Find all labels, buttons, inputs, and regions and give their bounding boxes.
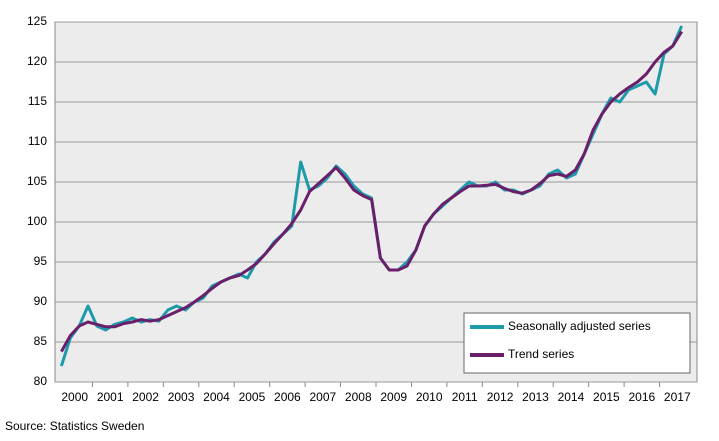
x-tick-label: 2002 bbox=[132, 390, 159, 404]
y-tick-label: 95 bbox=[34, 254, 48, 268]
y-tick-label: 80 bbox=[34, 374, 48, 388]
y-tick-label: 105 bbox=[27, 174, 47, 188]
x-tick-label: 2010 bbox=[416, 390, 443, 404]
x-tick-label: 2014 bbox=[558, 390, 585, 404]
x-tick-label: 2008 bbox=[345, 390, 372, 404]
x-tick-label: 2003 bbox=[168, 390, 195, 404]
x-tick-label: 2012 bbox=[487, 390, 514, 404]
y-tick-label: 120 bbox=[27, 54, 47, 68]
y-tick-label: 110 bbox=[28, 134, 47, 148]
x-tick-label: 2005 bbox=[239, 390, 266, 404]
x-tick-label: 2000 bbox=[61, 390, 88, 404]
x-tick-label: 2017 bbox=[664, 390, 691, 404]
legend-box bbox=[463, 312, 691, 374]
y-tick-label: 100 bbox=[27, 214, 47, 228]
x-tick-label: 2015 bbox=[593, 390, 620, 404]
legend-label: Seasonally adjusted series bbox=[508, 319, 651, 333]
y-tick-label: 125 bbox=[27, 14, 47, 28]
x-tick-label: 2001 bbox=[97, 390, 124, 404]
source: Source: Statistics Sweden bbox=[5, 419, 144, 433]
x-tick-label: 2007 bbox=[309, 390, 336, 404]
x-tick-label: 2013 bbox=[522, 390, 549, 404]
y-tick-label: 85 bbox=[34, 334, 48, 348]
x-tick-label: 2006 bbox=[274, 390, 301, 404]
y-tick-label: 90 bbox=[34, 294, 48, 308]
x-tick-label: 2009 bbox=[380, 390, 407, 404]
x-tick-label: 2016 bbox=[628, 390, 655, 404]
series-line bbox=[60, 30, 683, 353]
y-tick-label: 115 bbox=[28, 94, 47, 108]
x-tick-label: 2004 bbox=[203, 390, 230, 404]
x-tick-label: 2011 bbox=[452, 390, 478, 404]
legend-label: Trend series bbox=[508, 347, 574, 361]
